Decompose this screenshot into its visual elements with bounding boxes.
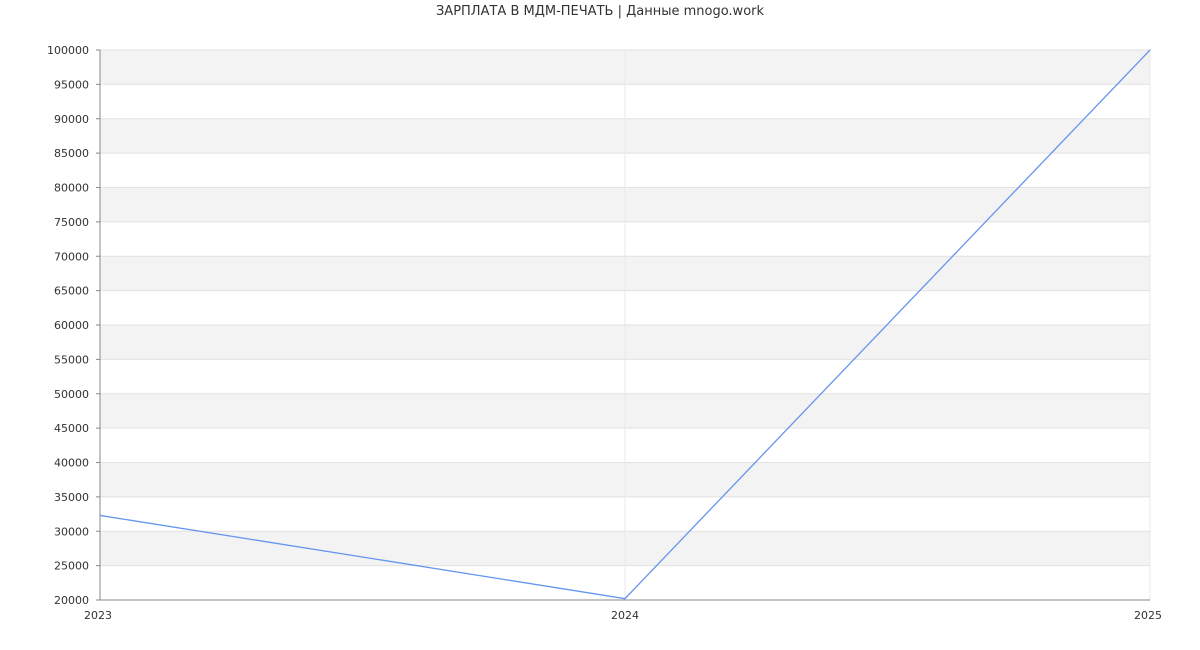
- data-point: [624, 598, 626, 600]
- y-tick-label: 75000: [54, 216, 89, 229]
- x-tick-label: 2023: [84, 609, 112, 622]
- y-tick-label: 40000: [54, 457, 89, 470]
- y-tick-label: 60000: [54, 319, 89, 332]
- y-tick-label: 20000: [54, 594, 89, 607]
- y-tick-label: 55000: [54, 353, 89, 366]
- y-tick-label: 25000: [54, 560, 89, 573]
- y-tick-label: 65000: [54, 285, 89, 298]
- y-tick-label: 90000: [54, 113, 89, 126]
- y-tick-label: 85000: [54, 147, 89, 160]
- y-tick-label: 100000: [47, 44, 89, 57]
- data-point: [99, 514, 101, 516]
- y-tick-label: 95000: [54, 78, 89, 91]
- data-point: [1149, 49, 1151, 51]
- y-tick-label: 30000: [54, 525, 89, 538]
- y-tick-label: 35000: [54, 491, 89, 504]
- y-tick-label: 50000: [54, 388, 89, 401]
- y-tick-label: 45000: [54, 422, 89, 435]
- x-tick-label: 2024: [611, 609, 639, 622]
- y-tick-label: 80000: [54, 182, 89, 195]
- y-tick-label: 70000: [54, 250, 89, 263]
- chart-title: ЗАРПЛАТА В МДМ-ПЕЧАТЬ | Данные mnogo.wor…: [435, 4, 765, 19]
- x-tick-label: 2025: [1134, 609, 1162, 622]
